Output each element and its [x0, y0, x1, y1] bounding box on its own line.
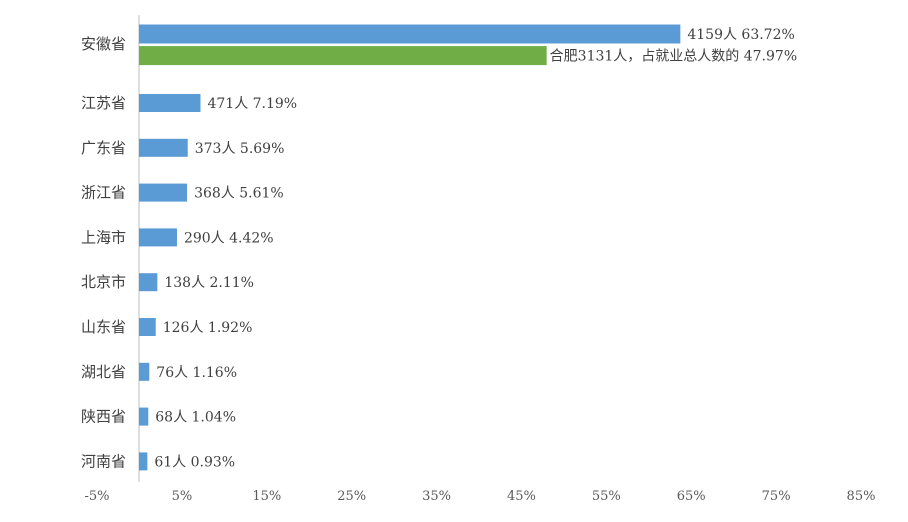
x-tick-label: 25%: [337, 489, 366, 504]
bar: [139, 138, 188, 157]
category-label: 江苏省: [81, 94, 126, 112]
data-label: 373人 5.69%: [195, 141, 285, 157]
x-tick-label: 75%: [762, 489, 791, 504]
x-tick-label: 85%: [847, 489, 876, 504]
x-tick-label: -5%: [84, 489, 109, 504]
bar: [139, 24, 681, 44]
x-tick-label: 15%: [252, 489, 281, 504]
x-tick-label: 65%: [677, 489, 706, 504]
category-label: 广东省: [81, 139, 126, 157]
bar: [139, 228, 177, 247]
category-label: 北京市: [81, 273, 126, 291]
bars: [139, 24, 681, 471]
category-label: 陕西省: [81, 408, 126, 426]
bar: [139, 452, 148, 471]
bar: [139, 362, 150, 381]
x-tick-label: 45%: [507, 489, 536, 504]
bar: [139, 94, 201, 112]
data-label: 368人 5.61%: [194, 186, 284, 202]
data-label: 126人 1.92%: [163, 320, 253, 336]
bar: [139, 273, 158, 292]
category-label: 上海市: [81, 228, 126, 246]
x-tick-label: 35%: [422, 489, 451, 504]
data-label: 290人 4.42%: [184, 230, 274, 246]
bar: [139, 318, 156, 336]
data-label: 138人 2.11%: [164, 275, 254, 291]
category-label: 湖北省: [81, 363, 126, 381]
sub-data-label: 合肥3131人，占就业总人数的 47.97%: [550, 49, 797, 65]
x-tick-label: 55%: [592, 489, 621, 504]
bar: [139, 183, 188, 202]
x-tick-label: 5%: [172, 489, 193, 504]
category-label: 河南省: [81, 452, 126, 470]
sub-bar: [139, 46, 547, 66]
x-axis-ticks: -5% 5% 15% 25% 35% 45% 55% 65% 75% 85%: [84, 489, 875, 504]
data-label: 61人 0.93%: [154, 454, 235, 470]
category-label: 安徽省: [81, 35, 126, 53]
data-label: 76人 1.16%: [156, 365, 237, 381]
data-label: 471人 7.19%: [207, 96, 297, 112]
category-label: 浙江省: [81, 184, 126, 202]
bar: [139, 407, 149, 426]
data-labels: 4159人 63.72% 合肥3131人，占就业总人数的 47.97% 471人 7…: [154, 27, 797, 470]
category-label: 山东省: [81, 318, 126, 336]
data-label: 68人 1.04%: [155, 410, 236, 426]
data-label: 4159人 63.72%: [687, 27, 794, 43]
